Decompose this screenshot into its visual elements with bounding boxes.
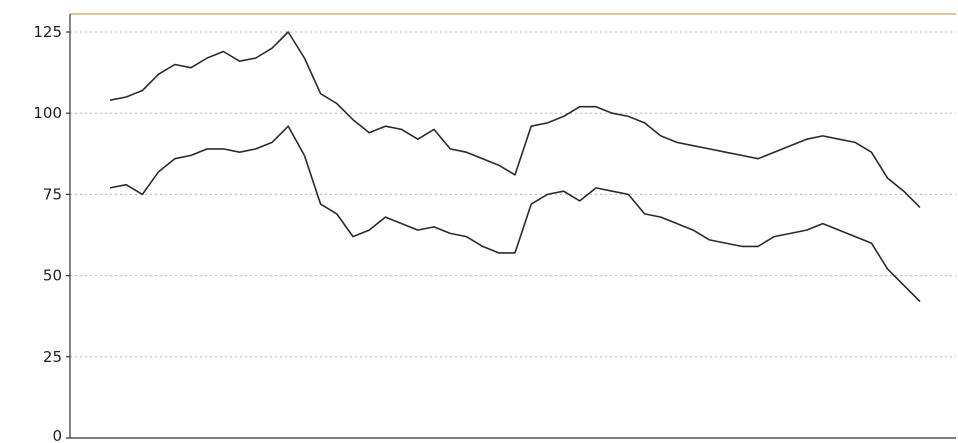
- series-line-lower: [109, 125, 921, 303]
- y-tick-label-75: 75: [43, 185, 62, 203]
- y-tick-label-100: 100: [33, 104, 62, 122]
- y-tick-label-50: 50: [43, 267, 62, 285]
- y-tick-label-0: 0: [52, 427, 62, 443]
- series-line-upper: [109, 31, 921, 208]
- gridlines: [70, 31, 956, 358]
- y-tick-label-25: 25: [43, 348, 62, 366]
- y-tick-label-125: 125: [33, 23, 62, 41]
- y-axis-ticks: 0 25 50 75 100 125: [33, 23, 70, 443]
- series-lines: [109, 31, 921, 303]
